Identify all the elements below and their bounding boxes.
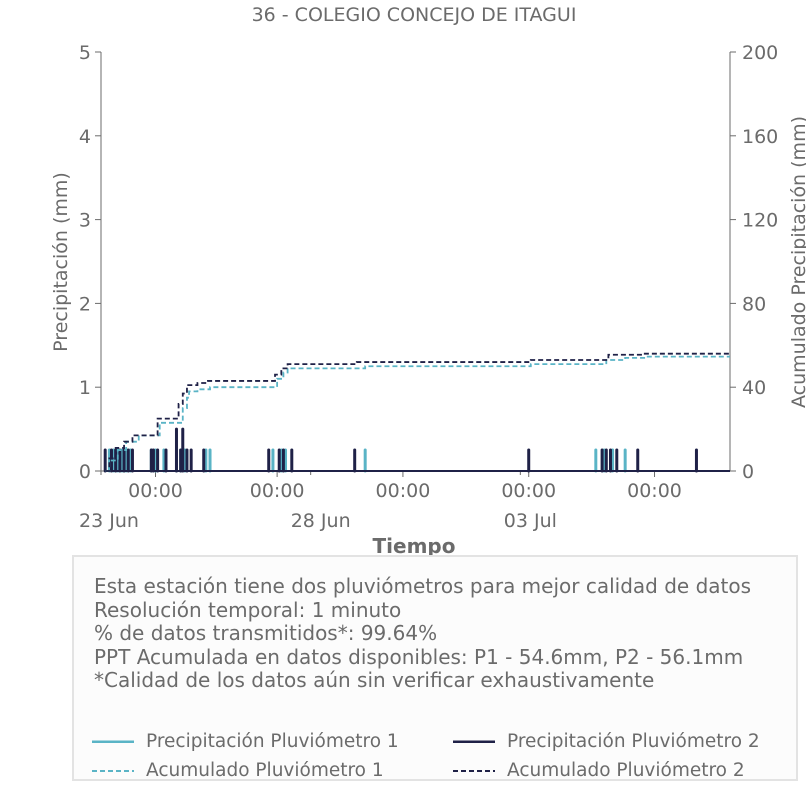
y-left-tick-label: 5 — [79, 42, 91, 64]
y-left-tick-label: 0 — [79, 461, 91, 483]
y-right-tick-label: 160 — [742, 126, 778, 148]
accumulated-line — [105, 352, 731, 472]
legend-label: Acumulado Pluviómetro 1 — [146, 760, 384, 781]
y-left-tick-label: 4 — [79, 126, 91, 148]
accumulated-line — [105, 355, 730, 472]
legend-swatch-solid-icon — [453, 740, 495, 743]
legend-item-acc1: Acumulado Pluviómetro 1 — [92, 760, 384, 781]
legend-label: Acumulado Pluviómetro 2 — [507, 760, 745, 781]
legend-item-p1: Precipitación Pluviómetro 1 — [92, 731, 399, 752]
legend-item-p2: Precipitación Pluviómetro 2 — [453, 731, 760, 752]
y-right-tick-label: 120 — [742, 210, 778, 232]
y-left-tick-label: 1 — [79, 377, 91, 399]
y-right-axis-label: Acumulado Precipitación (mm) — [788, 116, 806, 408]
legend-item-acc2: Acumulado Pluviómetro 2 — [453, 760, 745, 781]
legend-label: Precipitación Pluviómetro 1 — [146, 731, 399, 752]
info-line: *Calidad de los datos aún sin verificar … — [94, 668, 655, 692]
chart-title: 36 - COLEGIO CONCEJO DE ITAGUI — [252, 4, 577, 26]
info-line: Esta estación tiene dos pluviómetros par… — [94, 574, 752, 598]
x-tick-label: 00:00 — [627, 480, 682, 502]
info-box: Esta estación tiene dos pluviómetros par… — [72, 555, 798, 781]
y-right-tick-label: 200 — [742, 42, 778, 64]
y-left-tick-label: 2 — [79, 293, 91, 315]
y-right-tick-label: 40 — [742, 377, 766, 399]
x-date-label: 23 Jun — [79, 510, 139, 532]
x-tick-label: 00:00 — [128, 480, 183, 502]
info-line: PPT Acumulada en datos disponibles: P1 -… — [94, 644, 744, 669]
y-right-tick-label: 0 — [742, 461, 754, 483]
info-text: Esta estación tiene dos pluviómetros par… — [94, 574, 752, 693]
legend-swatch-dashed-icon — [92, 770, 134, 772]
x-tick-label: 00:00 — [376, 480, 431, 502]
legend-label: Precipitación Pluviómetro 2 — [507, 731, 760, 752]
chart: 36 - COLEGIO CONCEJO DE ITAGUI 0 1 2 3 4 5 0 40 8… — [50, 4, 806, 558]
x-axis-label: Tiempo — [373, 534, 456, 558]
legend-swatch-solid-icon — [92, 740, 134, 743]
y-right-tick-label: 80 — [742, 293, 766, 315]
x-tick-label: 00:00 — [250, 480, 305, 502]
x-date-label: 28 Jun — [291, 510, 351, 532]
y-left-axis-label: Precipitación (mm) — [50, 172, 72, 352]
y-left-tick-label: 3 — [79, 210, 91, 232]
info-line: Resolución temporal: 1 minuto — [94, 597, 402, 622]
x-date-label: 03 Jul — [504, 510, 557, 532]
info-line: % de datos transmitidos*: 99.64% — [94, 621, 438, 645]
x-tick-label: 00:00 — [501, 480, 556, 502]
legend-swatch-dashed-icon — [453, 770, 495, 772]
